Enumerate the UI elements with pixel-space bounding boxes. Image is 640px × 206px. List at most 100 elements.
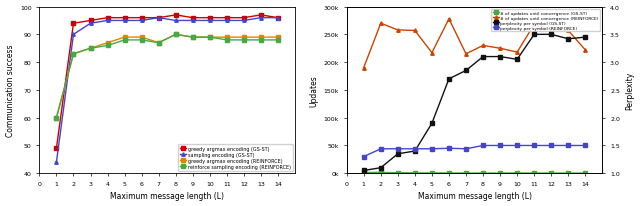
perplexity per symbol (REINFORCE) — [377, 148, 385, 150]
greedy argmax encoding (REINFORCE) — [223, 37, 231, 39]
# of updates until convergence (GS-ST) — [513, 172, 521, 174]
sampling encoding (GS-ST) — [155, 17, 163, 20]
# of updates until convergence (GS-ST) — [462, 172, 470, 174]
perplexity per symbol (REINFORCE) — [531, 145, 538, 147]
greedy argmax encoding (REINFORCE) — [70, 53, 77, 56]
reinforce sampling encoding (REINFORCE) — [104, 45, 111, 47]
Line: # of updates until convergence (REINFORCE): # of updates until convergence (REINFORC… — [362, 18, 587, 70]
sampling encoding (GS-ST) — [206, 20, 214, 23]
# of updates until convergence (REINFORCE) — [462, 53, 470, 56]
greedy argmax encoding (REINFORCE) — [138, 37, 145, 39]
greedy argmax encoding (REINFORCE) — [189, 37, 196, 39]
Line: reinforce sampling encoding (REINFORCE): reinforce sampling encoding (REINFORCE) — [54, 33, 280, 120]
perplexity per symbol (REINFORCE) — [411, 148, 419, 150]
greedy argmax encoding (GS-ST) — [274, 17, 282, 20]
reinforce sampling encoding (REINFORCE) — [172, 34, 180, 36]
perplexity per symbol (GS-ST) — [531, 34, 538, 36]
reinforce sampling encoding (REINFORCE) — [70, 53, 77, 56]
sampling encoding (GS-ST) — [189, 20, 196, 23]
# of updates until convergence (REINFORCE) — [496, 48, 504, 50]
greedy argmax encoding (GS-ST) — [206, 17, 214, 20]
# of updates until convergence (REINFORCE) — [547, 29, 555, 32]
perplexity per symbol (GS-ST) — [445, 78, 452, 81]
reinforce sampling encoding (REINFORCE) — [121, 40, 129, 42]
# of updates until convergence (REINFORCE) — [377, 23, 385, 25]
perplexity per symbol (GS-ST) — [411, 150, 419, 152]
greedy argmax encoding (REINFORCE) — [240, 37, 248, 39]
Legend: # of updates until convergence (GS-ST), # of updates until convergence (REINFORC: # of updates until convergence (GS-ST), … — [492, 10, 600, 32]
Line: greedy argmax encoding (GS-ST): greedy argmax encoding (GS-ST) — [54, 14, 280, 150]
# of updates until convergence (REINFORCE) — [360, 67, 367, 70]
Line: # of updates until convergence (GS-ST): # of updates until convergence (GS-ST) — [362, 171, 587, 175]
# of updates until convergence (GS-ST) — [564, 172, 572, 174]
Y-axis label: Perplexity: Perplexity — [625, 71, 634, 110]
Line: perplexity per symbol (GS-ST): perplexity per symbol (GS-ST) — [362, 33, 587, 172]
greedy argmax encoding (REINFORCE) — [274, 37, 282, 39]
perplexity per symbol (GS-ST) — [462, 70, 470, 72]
greedy argmax encoding (REINFORCE) — [52, 117, 60, 119]
greedy argmax encoding (GS-ST) — [52, 147, 60, 150]
perplexity per symbol (REINFORCE) — [445, 147, 452, 150]
perplexity per symbol (REINFORCE) — [462, 148, 470, 150]
perplexity per symbol (GS-ST) — [496, 56, 504, 59]
perplexity per symbol (REINFORCE) — [479, 145, 487, 147]
greedy argmax encoding (REINFORCE) — [206, 37, 214, 39]
Y-axis label: Communication success: Communication success — [6, 44, 15, 137]
Y-axis label: Updates: Updates — [309, 75, 318, 106]
greedy argmax encoding (REINFORCE) — [86, 48, 94, 50]
# of updates until convergence (GS-ST) — [531, 172, 538, 174]
reinforce sampling encoding (REINFORCE) — [86, 48, 94, 50]
greedy argmax encoding (GS-ST) — [172, 15, 180, 17]
greedy argmax encoding (GS-ST) — [70, 23, 77, 25]
greedy argmax encoding (REINFORCE) — [121, 37, 129, 39]
# of updates until convergence (GS-ST) — [394, 172, 402, 174]
reinforce sampling encoding (REINFORCE) — [155, 42, 163, 45]
greedy argmax encoding (REINFORCE) — [104, 42, 111, 45]
sampling encoding (GS-ST) — [223, 20, 231, 23]
perplexity per symbol (GS-ST) — [547, 34, 555, 36]
greedy argmax encoding (GS-ST) — [240, 17, 248, 20]
perplexity per symbol (REINFORCE) — [496, 145, 504, 147]
greedy argmax encoding (GS-ST) — [86, 20, 94, 23]
greedy argmax encoding (GS-ST) — [189, 17, 196, 20]
# of updates until convergence (GS-ST) — [582, 172, 589, 174]
sampling encoding (GS-ST) — [274, 17, 282, 20]
greedy argmax encoding (REINFORCE) — [155, 42, 163, 45]
# of updates until convergence (GS-ST) — [411, 172, 419, 174]
sampling encoding (GS-ST) — [121, 20, 129, 23]
sampling encoding (GS-ST) — [138, 20, 145, 23]
perplexity per symbol (REINFORCE) — [547, 145, 555, 147]
Line: sampling encoding (GS-ST): sampling encoding (GS-ST) — [54, 17, 280, 164]
greedy argmax encoding (GS-ST) — [138, 17, 145, 20]
perplexity per symbol (GS-ST) — [360, 169, 367, 172]
greedy argmax encoding (REINFORCE) — [257, 37, 265, 39]
# of updates until convergence (GS-ST) — [360, 171, 367, 174]
perplexity per symbol (GS-ST) — [513, 59, 521, 61]
# of updates until convergence (REINFORCE) — [513, 52, 521, 54]
greedy argmax encoding (GS-ST) — [155, 17, 163, 20]
# of updates until convergence (GS-ST) — [547, 172, 555, 174]
# of updates until convergence (REINFORCE) — [428, 52, 436, 55]
reinforce sampling encoding (REINFORCE) — [223, 40, 231, 42]
greedy argmax encoding (GS-ST) — [223, 17, 231, 20]
perplexity per symbol (GS-ST) — [428, 122, 436, 125]
# of updates until convergence (GS-ST) — [479, 172, 487, 174]
sampling encoding (GS-ST) — [104, 20, 111, 23]
sampling encoding (GS-ST) — [257, 17, 265, 20]
reinforce sampling encoding (REINFORCE) — [274, 40, 282, 42]
perplexity per symbol (GS-ST) — [582, 37, 589, 39]
# of updates until convergence (REINFORCE) — [479, 45, 487, 47]
perplexity per symbol (GS-ST) — [377, 167, 385, 169]
# of updates until convergence (GS-ST) — [496, 172, 504, 174]
reinforce sampling encoding (REINFORCE) — [240, 40, 248, 42]
perplexity per symbol (GS-ST) — [564, 38, 572, 41]
perplexity per symbol (REINFORCE) — [428, 148, 436, 150]
Line: greedy argmax encoding (REINFORCE): greedy argmax encoding (REINFORCE) — [54, 33, 280, 120]
# of updates until convergence (REINFORCE) — [564, 30, 572, 33]
greedy argmax encoding (REINFORCE) — [172, 34, 180, 36]
# of updates until convergence (GS-ST) — [445, 172, 452, 174]
sampling encoding (GS-ST) — [70, 34, 77, 36]
# of updates until convergence (REINFORCE) — [531, 24, 538, 26]
reinforce sampling encoding (REINFORCE) — [138, 40, 145, 42]
# of updates until convergence (REINFORCE) — [411, 30, 419, 33]
